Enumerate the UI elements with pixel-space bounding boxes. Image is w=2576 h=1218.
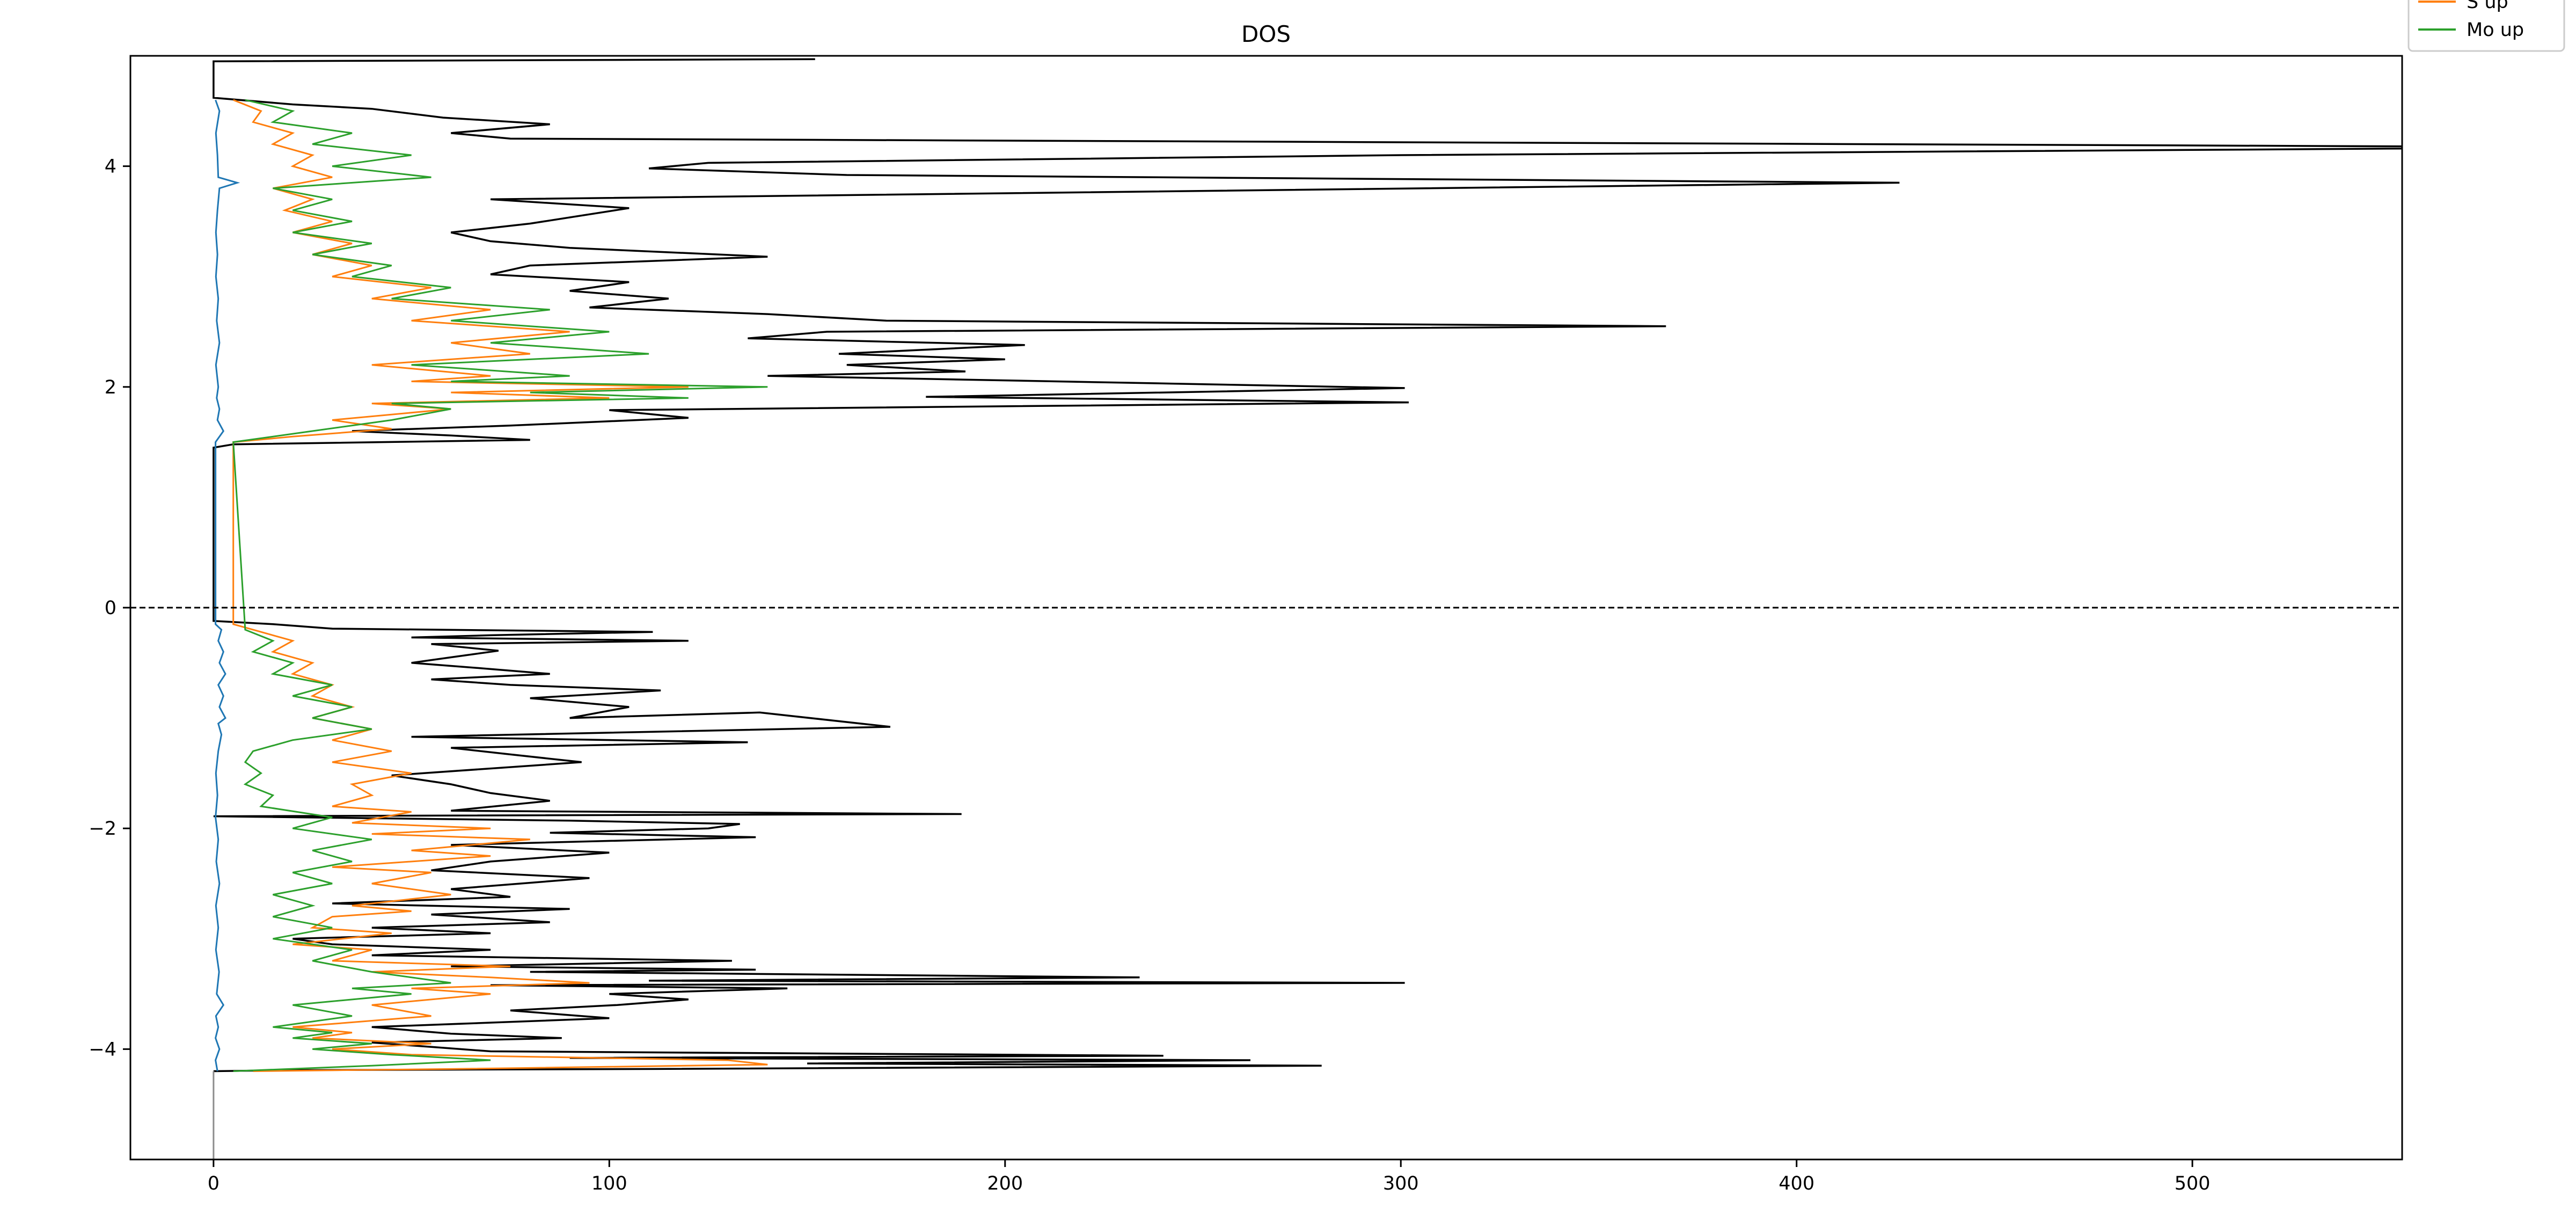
dos-series-line-series-0: [213, 58, 2402, 1073]
x-tick-label: 200: [987, 1173, 1023, 1194]
y-tick-label: 0: [105, 597, 116, 619]
legend-entry-label: S up: [2467, 0, 2508, 13]
x-tick-label: 500: [2175, 1173, 2211, 1194]
chart-title: DOS: [1241, 21, 1291, 47]
x-tick-label: 400: [1779, 1173, 1814, 1194]
dos-series-line-series-3: [215, 99, 240, 1071]
legend-box: [2407, 0, 2565, 52]
y-tick-label: 4: [105, 156, 116, 178]
dos-series-line-mo-up: [232, 99, 768, 1072]
x-tick-label: 100: [591, 1173, 627, 1194]
x-tick-label: 300: [1383, 1173, 1419, 1194]
x-tick-label: 0: [208, 1173, 219, 1194]
y-tick-label: 2: [105, 377, 116, 398]
legend-entry-label: Mo up: [2467, 19, 2524, 41]
y-tick-label: −4: [89, 1039, 116, 1060]
y-tick-label: −2: [89, 818, 116, 840]
